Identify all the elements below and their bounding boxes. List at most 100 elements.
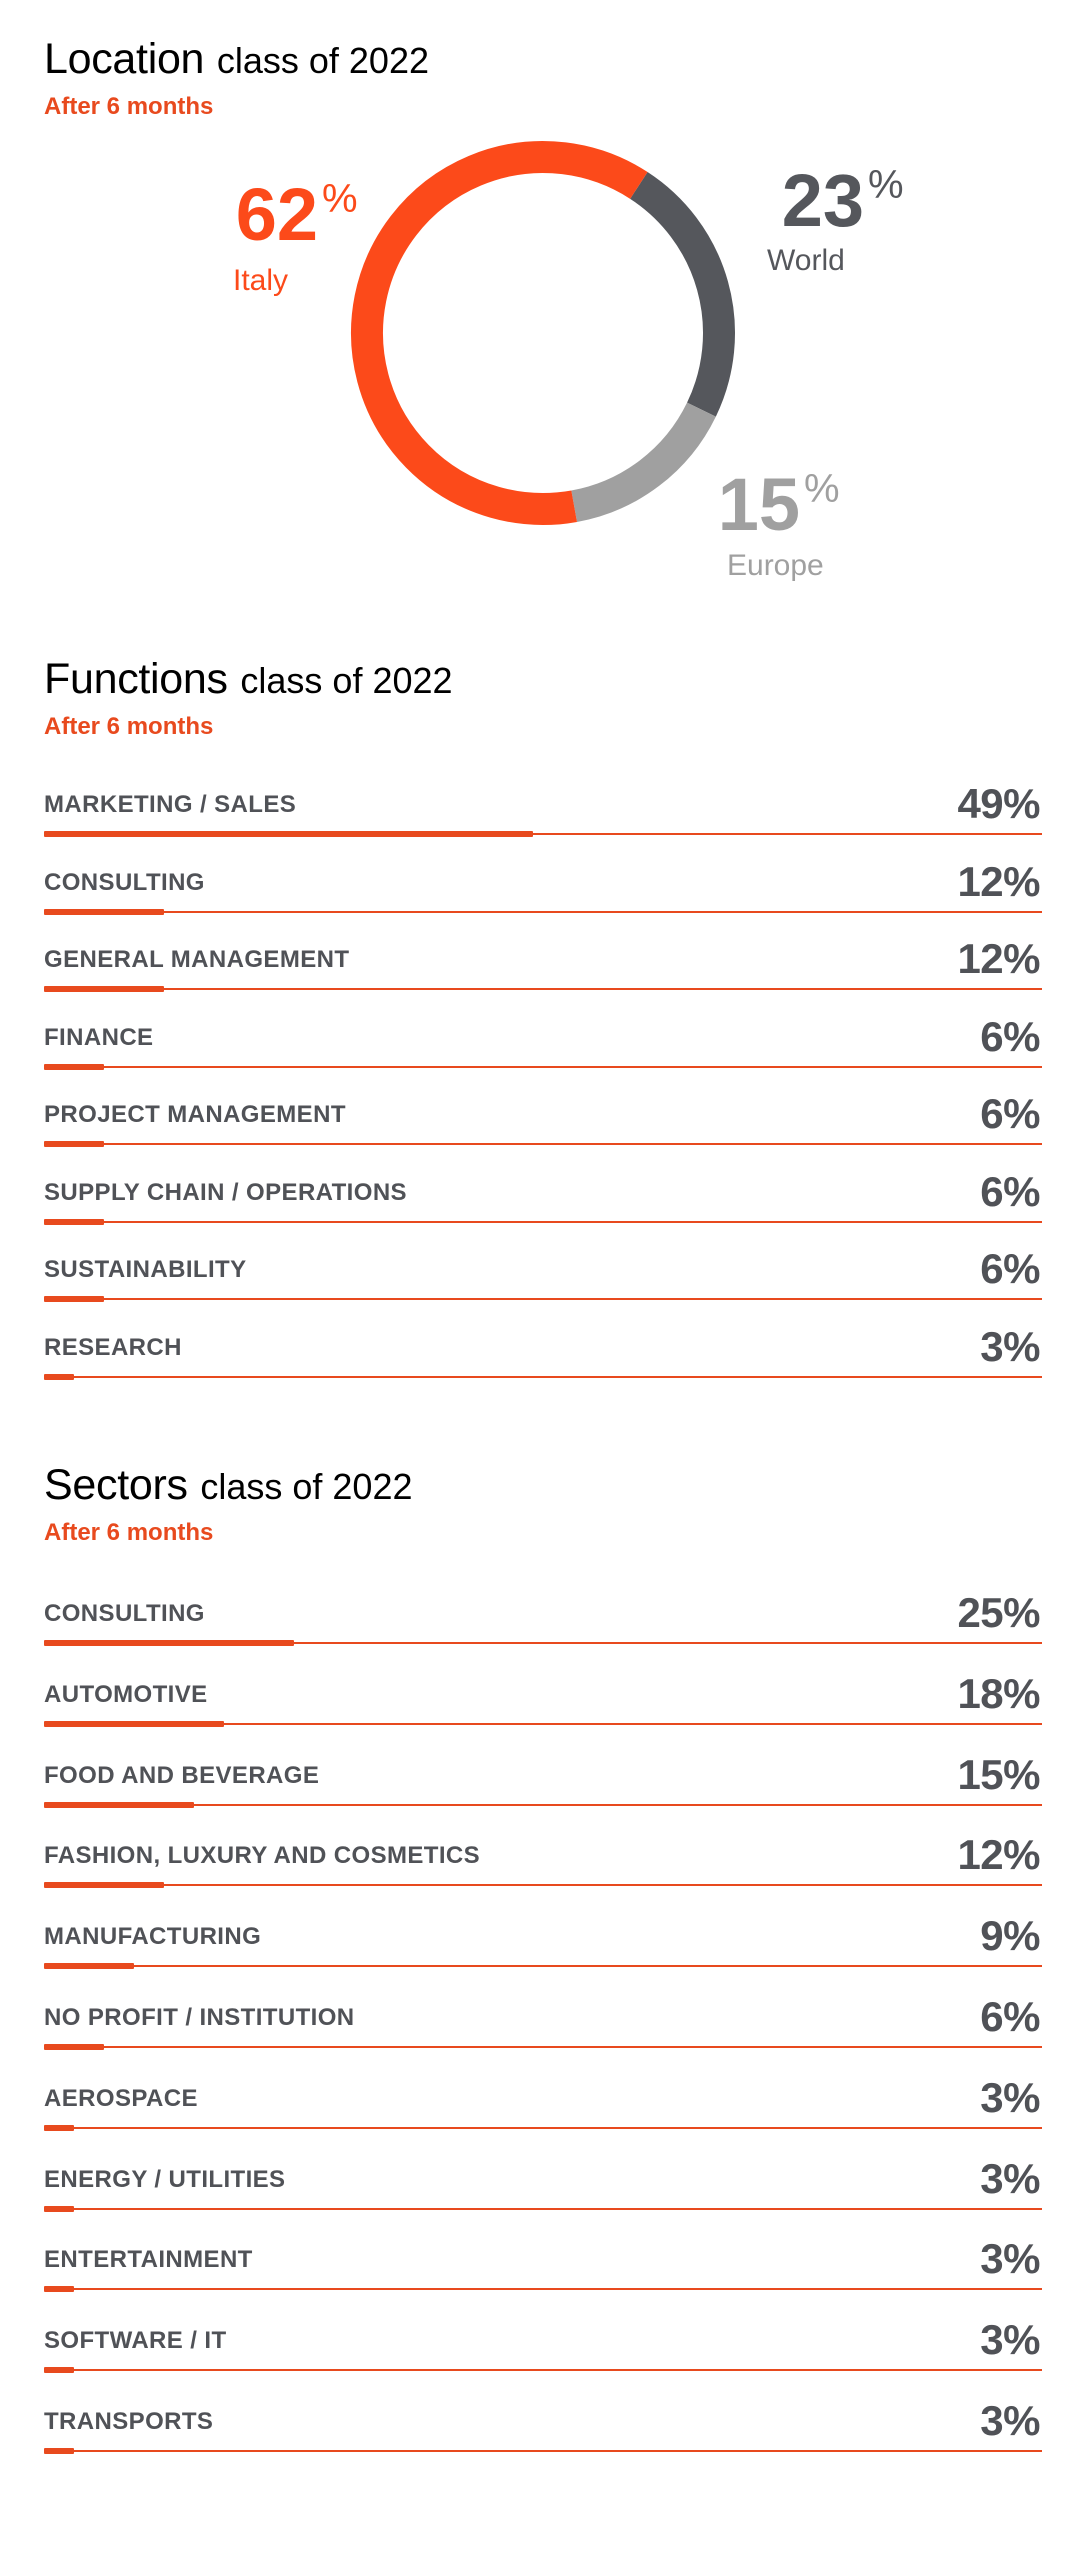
functions-bar-track [44,1220,1042,1223]
functions-title: Functions [44,655,228,703]
donut-percent-sign-italy: % [322,177,358,221]
sectors-bar-row: SOFTWARE / IT 3% [44,2311,1042,2374]
sectors-bar-track [44,2369,1042,2372]
sectors-bar-fill [44,1720,224,1727]
donut-slice-world [629,171,735,417]
sectors-bar-value: 18% [957,1669,1040,1717]
functions-bar-value: 12% [957,935,1040,982]
donut-label-italy: Italy [233,264,288,297]
sectors-bar-row: AEROSPACE 3% [44,2069,1042,2131]
functions-bar-label: RESEARCH [44,1333,182,1361]
functions-bar-fill [44,831,534,837]
location-subtitle: class of 2022 [216,40,429,81]
functions-bar-row: MARKETING / SALES 49% [44,775,1042,837]
functions-bar-fill [44,1063,104,1070]
sectors-bar-row: AUTOMOTIVE 18% [44,1665,1042,1727]
sectors-bar-label: AEROSPACE [44,2084,198,2112]
sectors-bar-fill [44,1640,294,1646]
sectors-bar-track [44,1884,1042,1887]
sectors-bar-track [44,2046,1042,2048]
sectors-bar-label: ENERGY / UTILITIES [44,2165,286,2193]
sectors-bar-fill [44,1882,164,1889]
functions-bar-row: SUPPLY CHAIN / OPERATIONS 6% [44,1163,1042,1225]
sectors-bar-fill [44,2124,74,2131]
donut-slice-europe [571,402,716,522]
functions-bar-row: FINANCE 6% [44,1008,1042,1070]
sectors-bar-label: MANUFACTURING [44,1923,262,1951]
sectors-bar-label: CONSULTING [44,1600,205,1627]
functions-bar-fill [44,1296,104,1302]
functions-bar-label: CONSULTING [44,868,205,896]
sectors-bar-value: 25% [957,1589,1040,1636]
sectors-bar-track [44,1642,1042,1644]
sectors-bar-fill [44,2044,104,2050]
functions-bar-label: PROJECT MANAGEMENT [44,1101,346,1128]
sectors-bar-fill [44,2448,74,2454]
sectors-bar-fill [44,1963,134,1970]
functions-subtitle: class of 2022 [240,660,453,701]
functions-bar-row: PROJECT MANAGEMENT 6% [44,1085,1042,1147]
sectors-subtitle: class of 2022 [200,1466,413,1507]
functions-bar-label: SUPPLY CHAIN / OPERATIONS [44,1178,407,1206]
sectors-bar-value: 6% [980,1993,1040,2040]
functions-heading: Functions class of 2022 [44,658,1042,701]
sectors-bar-row: CONSULTING 25% [44,1584,1042,1646]
donut-percent-sign-europe: % [804,467,840,511]
functions-bar-track [44,910,1042,913]
functions-bar-value: 6% [980,1245,1040,1292]
sectors-bar-row: FOOD AND BEVERAGE 15% [44,1746,1042,1808]
sectors-bar-fill [44,2367,74,2374]
functions-bar-value: 49% [957,780,1040,827]
functions-bar-fill [44,1218,104,1225]
functions-bar-track [44,1298,1042,1300]
sectors-bar-label: FASHION, LUXURY AND COSMETICS [44,1842,481,1870]
functions-bar-value: 6% [980,1090,1040,1137]
sectors-bar-row: NO PROFIT / INSTITUTION 6% [44,1988,1042,2050]
functions-bar-track [44,1143,1042,1145]
functions-bar-track [44,1065,1042,1068]
functions-bar-track [44,1375,1042,1378]
sectors-bar-label: ENTERTAINMENT [44,2246,253,2274]
sectors-bar-track [44,2450,1042,2452]
functions-bar-track [44,833,1042,835]
location-title: Location [44,35,205,83]
sectors-bar-value: 15% [957,1750,1040,1798]
sectors-bar-row: ENTERTAINMENT 3% [44,2230,1042,2293]
sectors-bar-value: 3% [980,2397,1040,2444]
sectors-bar-value: 3% [980,2316,1040,2364]
location-donut-chart: 62 % Italy 23 % World 15 % Europe [233,141,904,582]
functions-bar-value: 12% [957,857,1040,905]
functions-bar-track [44,988,1042,990]
sectors-bar-label: FOOD AND BEVERAGE [44,1761,320,1789]
donut-label-europe: Europe [727,549,824,582]
sectors-bar-value: 3% [980,2235,1040,2283]
sectors-bar-value: 9% [980,1912,1040,1960]
functions-bar-fill [44,1373,74,1380]
donut-value-italy: 62 [236,173,318,256]
sectors-bar-value: 3% [980,2073,1040,2121]
donut-slice-italy [351,141,648,525]
sectors-bar-track [44,1722,1042,1725]
functions-bar-label: SUSTAINABILITY [44,1256,247,1283]
sectors-bar-fill [44,2205,74,2212]
sectors-bar-label: AUTOMOTIVE [44,1680,208,1708]
location-period: After 6 months [44,93,214,120]
functions-bar-row: RESEARCH 3% [44,1318,1042,1380]
donut-value-europe: 15 [718,463,800,546]
sectors-bar-fill [44,1801,194,1808]
location-heading: Location class of 2022 [44,38,1042,81]
functions-bar-label: MARKETING / SALES [44,791,297,818]
sectors-bar-row: ENERGY / UTILITIES 3% [44,2150,1042,2212]
sectors-bar-row: MANUFACTURING 9% [44,1907,1042,1970]
functions-bar-value: 6% [980,1012,1040,1060]
functions-bar-row: GENERAL MANAGEMENT 12% [44,930,1042,992]
sectors-bar-row: TRANSPORTS 3% [44,2392,1042,2454]
functions-bar-fill [44,986,164,992]
functions-section: Functions class of 2022 After 6 months [44,658,1042,739]
sectors-bar-fill [44,2286,74,2293]
functions-bar-label: GENERAL MANAGEMENT [44,946,350,973]
donut-value-world: 23 [782,159,864,242]
sectors-bar-label: NO PROFIT / INSTITUTION [44,2004,355,2031]
functions-bar-fill [44,1141,104,1147]
sectors-bar-track [44,2126,1042,2129]
